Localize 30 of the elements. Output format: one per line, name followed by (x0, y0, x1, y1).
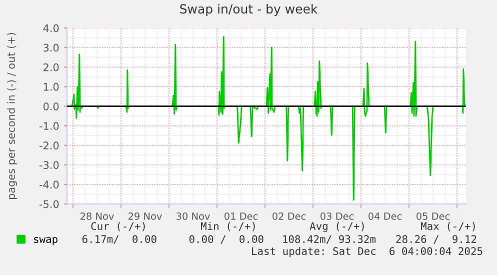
legend-label: swap (34, 237, 58, 246)
y-tick-label: -2.0 (40, 142, 59, 150)
y-tick-label: 3.0 (44, 44, 59, 52)
y-tick-label: 0.0 (43, 102, 59, 110)
text: Avg (-/+) (310, 222, 364, 232)
text: 108.42m/ 93.32m (283, 235, 376, 244)
text: Last update: Sat Dec 6 04:00:04 2025 (252, 246, 482, 258)
text: 0.00 / 0.00 (189, 235, 264, 244)
text: 28.26 / 9.12 (396, 235, 476, 244)
text: 6.17m/ 0.00 (82, 235, 156, 244)
text: Max (-/+) (420, 222, 475, 232)
x-tick-label: 04 Dec (368, 212, 402, 220)
x-tick-label: 30 Nov (176, 212, 210, 220)
y-tick-label: 4.0 (43, 24, 59, 32)
x-tick-label: 28 Nov (80, 212, 114, 220)
text: Cur (-/+) (91, 222, 145, 232)
y-tick-label: -5.0 (40, 200, 59, 208)
x-tick-label: 03 Dec (320, 212, 354, 220)
x-tick-label: 01 Dec (224, 212, 258, 220)
y-tick-label: -4.0 (40, 180, 59, 189)
chart-title: Swap in/out - by week (180, 4, 318, 16)
y-tick-label: 2.0 (44, 63, 59, 72)
y-axis-title: pages per second in (-) / out (+) (6, 32, 18, 199)
text: Min (-/+) (200, 222, 255, 232)
y-tick-label: -3.0 (40, 161, 59, 169)
x-tick-label: 29 Nov (128, 212, 162, 220)
x-tick-label: 05 Dec (416, 212, 450, 220)
y-tick-label: -1.0 (40, 122, 59, 130)
x-tick-label: 02 Dec (272, 212, 306, 220)
y-tick-label: 1.0 (44, 82, 59, 91)
